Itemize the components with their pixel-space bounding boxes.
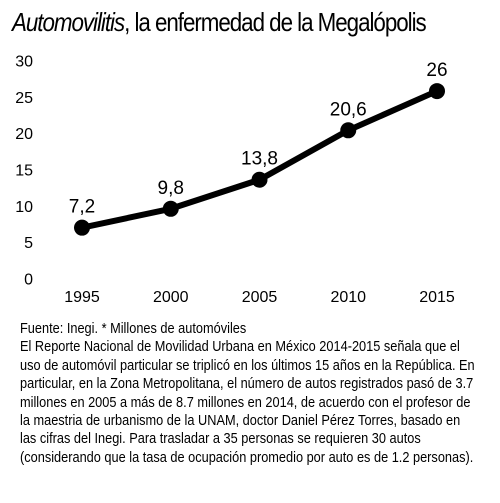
y-tick-label: 20 — [15, 126, 33, 143]
line-chart: 0 5 10 15 20 25 30 1995 2000 2005 2010 2015 7,2 9,8… — [15, 54, 455, 307]
x-tick-label: 1995 — [64, 289, 100, 306]
data-point — [162, 200, 179, 217]
data-point — [340, 122, 357, 139]
x-tick-label: 2000 — [153, 289, 189, 306]
source-note: Fuente: Inegi. * Millones de automóviles — [20, 321, 247, 337]
caption: Fuente: Inegi. * Millones de automóviles… — [20, 320, 478, 467]
y-tick-label: 0 — [24, 272, 33, 289]
y-tick-label: 10 — [15, 199, 33, 216]
data-point — [429, 83, 445, 100]
title-italic: Automovilitis — [12, 7, 125, 37]
data-label: 20,6 — [330, 99, 367, 120]
body-text: El Reporte Nacional de Movilidad Urbana … — [20, 339, 475, 466]
data-label: 9,8 — [158, 178, 184, 199]
y-tick-label: 15 — [15, 163, 33, 180]
x-tick-label: 2005 — [242, 289, 278, 306]
data-point — [251, 171, 268, 188]
y-tick-label: 5 — [24, 235, 33, 252]
data-labels: 7,2 9,8 13,8 20,6 26 — [69, 60, 448, 218]
y-tick-label: 30 — [15, 54, 33, 71]
x-tick-label: 2010 — [330, 289, 366, 306]
data-points — [74, 83, 445, 236]
x-tick-label: 2015 — [419, 289, 455, 306]
y-axis-ticks: 0 5 10 15 20 25 30 — [15, 54, 33, 289]
chart-title: Automovilitis, la enfermedad de la Megal… — [12, 6, 430, 38]
data-label: 26 — [426, 60, 447, 81]
x-axis-ticks: 1995 2000 2005 2010 2015 — [64, 289, 455, 306]
title-rest: , la enfermedad de la Megalópolis — [124, 7, 427, 37]
data-label: 7,2 — [69, 197, 95, 218]
data-point — [74, 219, 90, 236]
data-label: 13,8 — [241, 149, 278, 170]
y-tick-label: 25 — [15, 90, 33, 107]
